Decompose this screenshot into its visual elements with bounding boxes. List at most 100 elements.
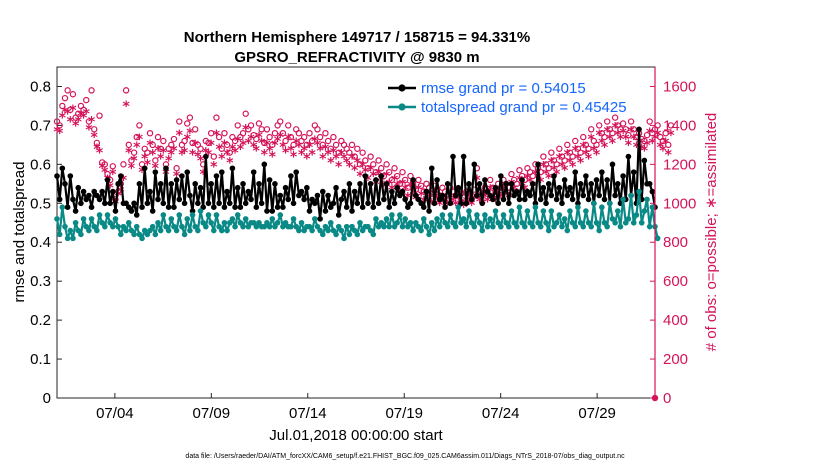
y-left-tick-label: 0.7 [30,117,51,134]
totalspread-marker [516,204,523,210]
totalspread-marker [399,223,406,230]
obs-possible-marker [372,168,380,176]
obs-possible-marker [247,122,255,129]
rmse-marker [455,184,462,191]
obs-assimilated-marker: * [598,136,606,152]
obs-assimilated-marker: * [136,132,144,148]
rmse-marker [362,173,369,179]
obs-assimilated-marker: * [184,132,192,148]
obs-possible-marker [120,161,127,168]
rmse-marker [630,169,637,175]
rmse-marker [410,177,416,183]
obs-assimilated-marker: * [202,146,210,162]
totalspread-marker [59,204,66,210]
rmse-marker [495,200,501,207]
obs-possible-marker [300,133,308,141]
obs-assimilated-marker: * [386,177,394,193]
rmse-marker [513,188,520,195]
obs-assimilated-marker: * [327,155,335,171]
totalspread-marker [591,200,597,207]
rmse-marker [96,196,103,203]
obs-assimilated-marker: * [619,126,627,142]
obs-possible-marker [146,129,154,137]
totalspread-marker [67,227,74,234]
y-right-tick-label: 1200 [663,156,696,173]
obs-possible-marker [588,126,595,133]
obs-assimilated-marker: * [569,159,577,175]
rmse-marker [171,204,177,210]
obs-assimilated-marker: * [319,152,327,168]
totalspread-marker [242,216,249,222]
totalspread-marker [155,219,161,226]
obs-assimilated-marker: * [484,194,492,210]
obs-possible-marker [306,129,313,137]
totalspread-marker [168,216,175,222]
rmse-marker [354,200,361,207]
rmse-marker [298,188,305,195]
obs-possible-marker [351,153,358,160]
rmse-marker [59,165,66,172]
rmse-marker [195,200,201,207]
totalspread-marker [288,223,294,230]
obs-assimilated-marker: * [83,107,91,123]
obs-assimilated-marker: * [532,167,540,183]
obs-assimilated-marker: * [380,179,388,195]
obs-possible-marker [627,118,635,125]
obs-assimilated-marker: * [580,140,588,156]
obs-assimilated-marker: * [338,148,346,164]
footer-data-file: data file: /Users/raeder/DAI/ATM_forcXX/… [185,453,625,460]
totalspread-marker [346,231,353,238]
totalspread-marker [373,216,379,222]
obs-possible-marker [386,168,393,176]
obs-possible-marker [548,149,555,156]
obs-assimilated-marker: * [117,185,125,201]
rmse-marker [346,181,353,187]
rmse-marker [444,181,451,187]
obs-possible-marker [601,133,608,141]
rmse-marker [221,204,228,210]
obs-assimilated-marker: * [218,152,226,168]
totalspread-marker [221,219,228,226]
rmse-marker [343,204,350,210]
totalspread-marker [123,227,129,234]
totalspread-marker [607,200,613,207]
obs-possible-marker [383,161,390,168]
rmse-marker [229,165,236,172]
rmse-marker [133,212,140,218]
totalspread-marker [567,208,573,214]
obs-assimilated-marker: * [277,130,285,146]
legend: rmse grand pr = 0.54015 totalspread gran… [388,80,627,116]
rmse-marker [649,188,656,195]
rmse-marker [588,181,595,187]
obs-assimilated-marker: * [556,152,564,168]
obs-assimilated-marker: * [332,152,340,168]
obs-assimilated-marker: * [109,167,117,183]
obs-possible-marker [362,157,369,164]
obs-possible-marker [176,118,183,125]
totalspread-marker [593,219,600,226]
totalspread-marker [179,223,185,230]
rmse-marker [277,192,284,199]
obs-assimilated-marker: * [473,173,481,189]
rmse-marker [117,173,124,179]
totalspread-marker [333,231,339,238]
obs-assimilated-marker: * [542,167,550,183]
rmse-marker [601,196,608,203]
rmse-marker [144,200,151,207]
rmse-marker [548,192,555,199]
obs-assimilated-marker: * [436,198,444,214]
totalspread-marker [176,212,183,218]
obs-assimilated-marker: * [149,148,157,164]
totalspread-marker [234,212,241,218]
obs-possible-marker [75,110,82,117]
totalspread-marker [649,204,656,210]
rmse-marker [370,204,377,210]
obs-possible-marker [282,137,289,145]
rmse-marker [149,208,156,214]
obs-assimilated-marker: * [622,132,630,148]
totalspread-marker [484,223,491,230]
obs-assimilated-marker: * [282,146,290,162]
obs-possible-marker [104,170,111,178]
rmse-marker [189,208,196,214]
